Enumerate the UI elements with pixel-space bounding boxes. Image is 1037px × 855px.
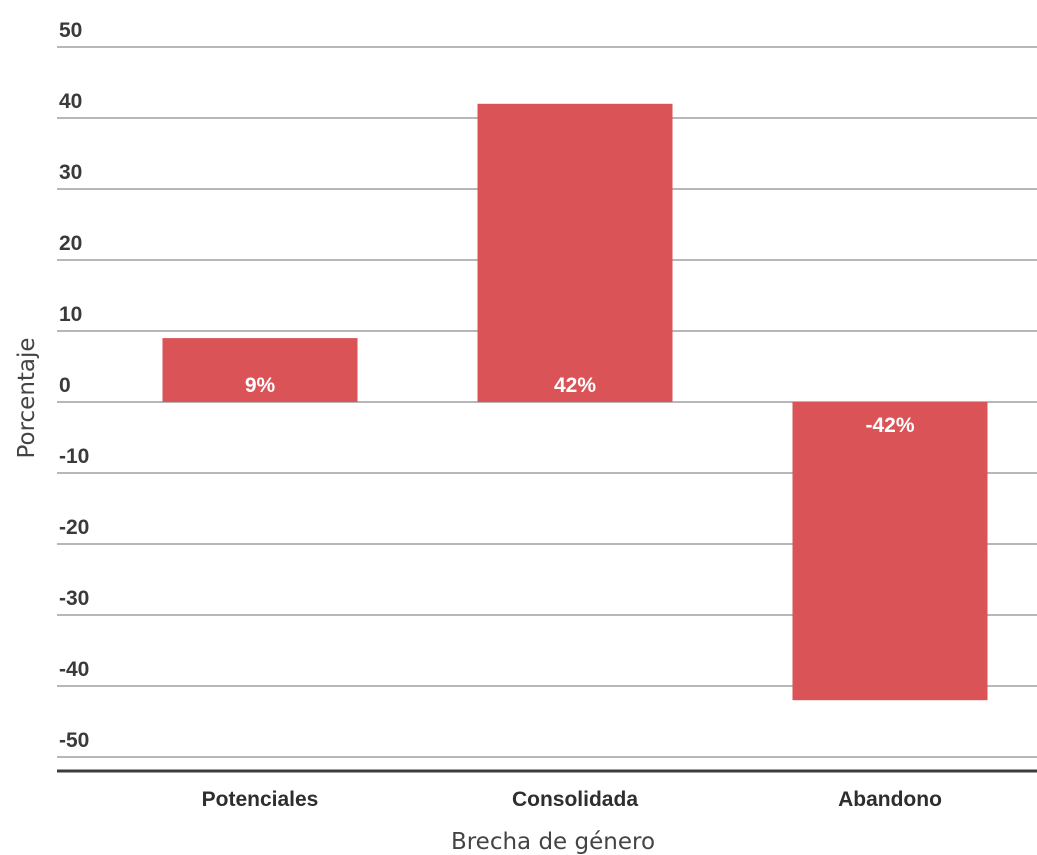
y-tick-label: 20 xyxy=(59,232,82,255)
data-label: 9% xyxy=(245,374,276,397)
data-label: -42% xyxy=(865,414,914,437)
y-tick-label: -20 xyxy=(59,516,89,539)
y-tick-label: -10 xyxy=(59,445,89,468)
y-axis-title: Porcentaje xyxy=(14,337,40,458)
bar-consolidada xyxy=(477,103,673,403)
x-tick-label: Potenciales xyxy=(202,788,319,811)
y-tick-label: 0 xyxy=(59,374,71,397)
x-tick-label: Consolidada xyxy=(512,788,638,811)
labels: 50 40 30 20 10 0 -10 -20 -30 -40 -50 9% Potenciales 4… xyxy=(59,19,942,811)
data-label: 42% xyxy=(554,374,596,397)
y-tick-label: 50 xyxy=(59,19,82,42)
y-tick-label: 40 xyxy=(59,90,82,113)
bar-potenciales xyxy=(162,338,358,402)
y-tick-label: -50 xyxy=(59,729,89,752)
bar-abandono xyxy=(792,402,988,701)
y-tick-label: -40 xyxy=(59,658,89,681)
y-tick-label: -30 xyxy=(59,587,89,610)
x-tick-label: Abandono xyxy=(838,788,942,811)
x-axis-title: Brecha de género xyxy=(451,829,655,855)
y-tick-label: 10 xyxy=(59,303,82,326)
bars xyxy=(162,103,988,701)
y-tick-label: 30 xyxy=(59,161,82,184)
